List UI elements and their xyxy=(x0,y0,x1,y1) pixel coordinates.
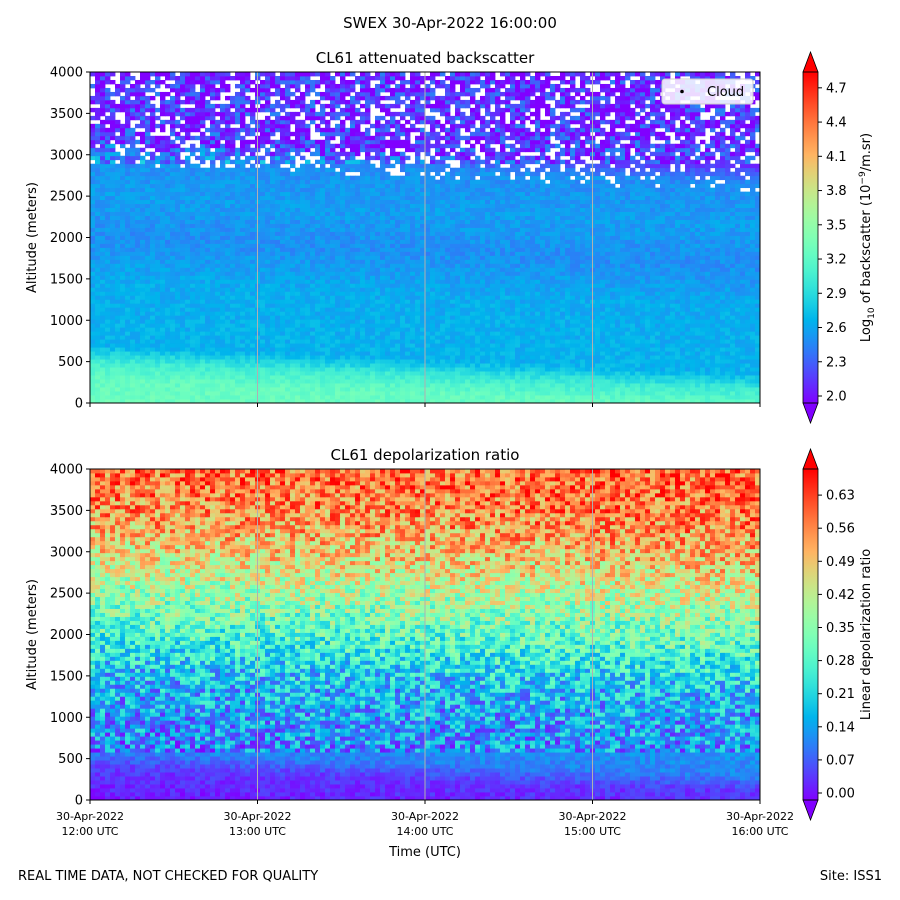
backscatter-colorbar-tick-label: 4.1 xyxy=(826,150,847,165)
depol-heatmap xyxy=(90,469,760,800)
backscatter-colorbar-tick-label: 4.4 xyxy=(826,116,847,131)
xtick-label-date: 30-Apr-2022 xyxy=(56,810,124,823)
backscatter-ytick-label: 1000 xyxy=(50,314,83,329)
depol-ytick-label: 1000 xyxy=(50,711,83,726)
depol-ylabel: Altitude (meters) xyxy=(25,579,40,690)
depol-ytick-label: 4000 xyxy=(50,463,83,478)
depol-ytick-label: 3500 xyxy=(50,504,83,519)
backscatter-colorbar xyxy=(803,72,818,403)
xtick-label-date: 30-Apr-2022 xyxy=(391,810,459,823)
backscatter-colorbar-label-part: of backscatter (10 xyxy=(859,185,874,308)
depol-ytick-label: 0 xyxy=(75,794,83,809)
legend-box xyxy=(661,78,754,105)
xtick-label-date: 30-Apr-2022 xyxy=(223,810,291,823)
backscatter-colorbar-tick-label: 3.2 xyxy=(826,253,847,268)
depol-ytick-label: 1500 xyxy=(50,669,83,684)
backscatter-colorbar-label-part: 10 xyxy=(867,307,877,319)
depol-colorbar-tick-label: 0.35 xyxy=(826,621,855,636)
backscatter-colorbar-frame xyxy=(802,71,819,404)
depol-colorbar-tick-label: 0.63 xyxy=(826,489,855,504)
backscatter-colorbar-tick-label: 4.7 xyxy=(826,81,847,96)
depol-colorbar xyxy=(803,469,818,800)
backscatter-colorbar-label-part: Log xyxy=(859,319,874,342)
backscatter-ytick-label: 3000 xyxy=(50,148,83,163)
xtick-label-time: 12:00 UTC xyxy=(61,825,118,838)
legend-cloud-label: Cloud xyxy=(707,85,744,100)
backscatter-ytick-label: 4000 xyxy=(50,66,83,81)
site-label: Site: ISS1 xyxy=(820,869,882,884)
backscatter-ylabel: Altitude (meters) xyxy=(25,182,40,293)
depol-title: CL61 depolarization ratio xyxy=(331,446,520,464)
figure-title: SWEX 30-Apr-2022 16:00:00 xyxy=(0,14,900,32)
backscatter-ytick-label: 0 xyxy=(75,397,83,412)
legend-cloud-marker xyxy=(680,89,684,94)
backscatter-ytick-label: 2500 xyxy=(50,190,83,205)
backscatter-colorbar-extend-max xyxy=(802,50,819,73)
depol-colorbar-tick-label: 0.07 xyxy=(826,753,855,768)
xtick-label-date: 30-Apr-2022 xyxy=(558,810,626,823)
depol-colorbar-tick-label: 0.28 xyxy=(826,654,855,669)
backscatter-heatmap xyxy=(90,72,760,403)
xlabel: Time (UTC) xyxy=(388,845,461,860)
backscatter-ytick-label: 2000 xyxy=(50,231,83,246)
depol-colorbar-tick-label: 0.14 xyxy=(826,720,855,735)
depol-ytick-label: 2500 xyxy=(50,587,83,602)
backscatter-ytick-label: 500 xyxy=(58,355,83,370)
backscatter-colorbar-tick-label: 3.5 xyxy=(826,218,847,233)
backscatter-colorbar-tick-label: 2.0 xyxy=(826,390,847,405)
depol-colorbar-extend-min xyxy=(802,799,819,822)
depol-colorbar-extend-max xyxy=(802,447,819,470)
backscatter-colorbar-label: Log10 of backscatter (10−9/m.sr) xyxy=(858,133,877,342)
backscatter-colorbar-tick-label: 2.9 xyxy=(826,287,847,302)
xtick-label-time: 16:00 UTC xyxy=(731,825,788,838)
depol-ytick-label: 500 xyxy=(58,752,83,767)
backscatter-title: CL61 attenuated backscatter xyxy=(316,49,535,67)
backscatter-colorbar-tick-label: 2.6 xyxy=(826,321,847,336)
backscatter-ytick-label: 1500 xyxy=(50,272,83,287)
depol-colorbar-tick-label: 0.00 xyxy=(826,787,855,802)
depol-colorbar-tick-label: 0.56 xyxy=(826,522,855,537)
depol-colorbar-tick-label: 0.49 xyxy=(826,555,855,570)
backscatter-colorbar-tick-label: 3.8 xyxy=(826,184,847,199)
depol-colorbar-label: Linear depolarization ratio xyxy=(859,549,874,720)
depol-ytick-label: 2000 xyxy=(50,628,83,643)
xtick-label-time: 15:00 UTC xyxy=(564,825,621,838)
depol-ytick-label: 3000 xyxy=(50,545,83,560)
depol-colorbar-tick-label: 0.21 xyxy=(826,687,855,702)
xtick-label-time: 13:00 UTC xyxy=(229,825,286,838)
xtick-label-date: 30-Apr-2022 xyxy=(726,810,794,823)
depol-colorbar-frame xyxy=(802,468,819,801)
quality-disclaimer: REAL TIME DATA, NOT CHECKED FOR QUALITY xyxy=(18,869,318,884)
backscatter-ytick-label: 3500 xyxy=(50,107,83,122)
xtick-label-time: 14:00 UTC xyxy=(396,825,453,838)
backscatter-colorbar-extend-min xyxy=(802,402,819,425)
depol-colorbar-tick-label: 0.42 xyxy=(826,588,855,603)
backscatter-colorbar-label-part: −9 xyxy=(858,171,868,185)
backscatter-colorbar-label-part: /m.sr) xyxy=(859,133,874,171)
backscatter-colorbar-tick-label: 2.3 xyxy=(826,355,847,370)
